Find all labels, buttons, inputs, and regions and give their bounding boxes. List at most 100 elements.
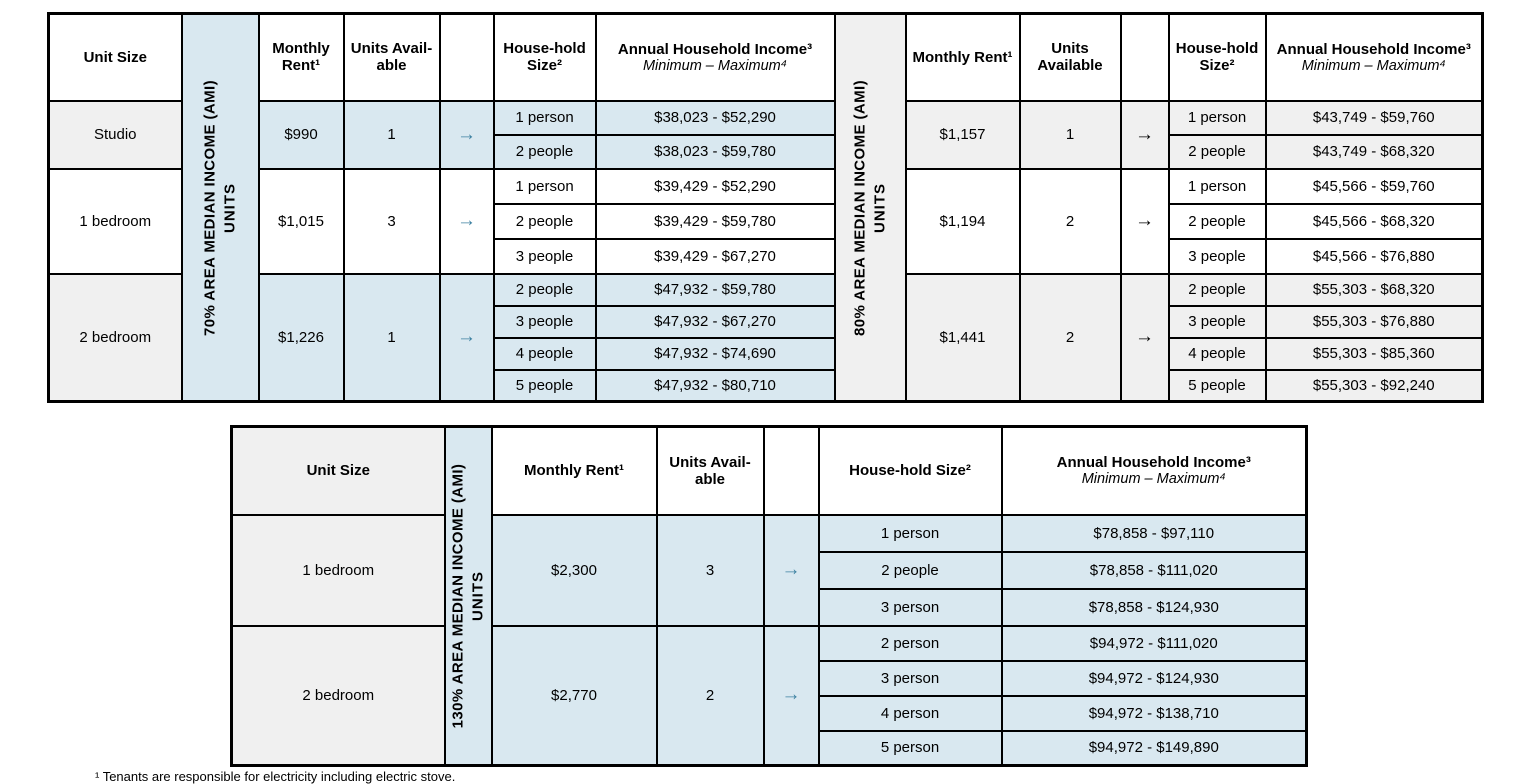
unit-size-header: Unit Size [230, 425, 446, 516]
income-cell: $55,303 - $68,320 [1264, 272, 1484, 307]
household-cell: 1 person [1167, 99, 1267, 136]
rent-cell: $990 [257, 99, 345, 170]
income-header: Annual Household Income³ Minimum – Maxim… [1000, 425, 1308, 516]
income-cell: $78,858 - $97,110 [1000, 513, 1308, 553]
income-cell: $43,749 - $59,760 [1264, 99, 1484, 136]
income-cell: $55,303 - $76,880 [1264, 304, 1484, 339]
income-cell: $45,566 - $76,880 [1264, 237, 1484, 275]
monthly-rent-header-right: Monthly Rent¹ [904, 12, 1021, 102]
income-cell: $38,023 - $52,290 [594, 99, 836, 136]
household-cell: 4 person [817, 694, 1003, 732]
household-cell: 5 people [1167, 368, 1267, 403]
household-size-header: House-hold Size² [817, 425, 1003, 516]
income-cell: $45,566 - $59,760 [1264, 167, 1484, 205]
units-cell: 2 [1018, 167, 1122, 275]
ami-70-label: 70% AREA MEDIAN INCOME (AMI) UNITS [201, 79, 239, 336]
arrow-icon: → [762, 513, 820, 627]
household-cell: 5 people [492, 368, 597, 403]
monthly-rent-header: Monthly Rent¹ [490, 425, 658, 516]
arrow-icon: → [1119, 272, 1170, 403]
ami-70-strip: 70% AREA MEDIAN INCOME (AMI) UNITS [180, 12, 260, 403]
income-cell: $38,023 - $59,780 [594, 133, 836, 170]
income-cell: $94,972 - $149,890 [1000, 729, 1308, 767]
units-cell: 3 [342, 167, 441, 275]
household-cell: 2 person [817, 624, 1003, 662]
household-cell: 4 people [492, 336, 597, 371]
income-header-right: Annual Household Income³ Minimum – Maxim… [1264, 12, 1484, 102]
footnote-text: ¹ Tenants are responsible for electricit… [95, 769, 456, 784]
unit-size-cell: 1 bedroom [47, 167, 183, 275]
household-cell: 1 person [817, 513, 1003, 553]
income-cell: $78,858 - $111,020 [1000, 550, 1308, 590]
units-cell: 1 [1018, 99, 1122, 170]
unit-size-cell: 2 bedroom [47, 272, 183, 403]
household-cell: 3 people [1167, 304, 1267, 339]
unit-size-cell: 1 bedroom [230, 513, 446, 627]
income-cell: $47,932 - $67,270 [594, 304, 836, 339]
units-available-header-left: Units Avail-able [342, 12, 441, 102]
units-cell: 1 [342, 99, 441, 170]
income-header-left: Annual Household Income³ Minimum – Maxim… [594, 12, 836, 102]
arrow-icon: → [1119, 167, 1170, 275]
income-cell: $39,429 - $52,290 [594, 167, 836, 205]
rent-cell: $1,226 [257, 272, 345, 403]
income-cell: $94,972 - $138,710 [1000, 694, 1308, 732]
arrow-column-header [762, 425, 820, 516]
ami-130-strip: 130% AREA MEDIAN INCOME (AMI) UNITS [443, 425, 493, 767]
income-cell: $78,858 - $124,930 [1000, 587, 1308, 627]
ami-80-strip: 80% AREA MEDIAN INCOME (AMI) UNITS [833, 12, 907, 403]
income-cell: $47,932 - $80,710 [594, 368, 836, 403]
unit-size-cell: 2 bedroom [230, 624, 446, 767]
rent-cell: $1,441 [904, 272, 1021, 403]
household-cell: 2 people [817, 550, 1003, 590]
units-cell: 1 [342, 272, 441, 403]
household-cell: 2 people [492, 202, 597, 240]
income-cell: $55,303 - $92,240 [1264, 368, 1484, 403]
rent-cell: $2,770 [490, 624, 658, 767]
unit-size-header: Unit Size [47, 12, 183, 102]
income-cell: $47,932 - $59,780 [594, 272, 836, 307]
units-cell: 3 [655, 513, 765, 627]
income-cell: $39,429 - $59,780 [594, 202, 836, 240]
units-available-header-right: Units Available [1018, 12, 1122, 102]
household-cell: 1 person [1167, 167, 1267, 205]
household-size-header-left: House-hold Size² [492, 12, 597, 102]
rent-cell: $2,300 [490, 513, 658, 627]
arrow-icon: → [438, 272, 495, 403]
arrow-icon: → [438, 99, 495, 170]
arrow-column-header-right [1119, 12, 1170, 102]
household-cell: 1 person [492, 99, 597, 136]
units-cell: 2 [1018, 272, 1122, 403]
household-cell: 2 people [1167, 272, 1267, 307]
rent-cell: $1,015 [257, 167, 345, 275]
household-cell: 2 people [492, 133, 597, 170]
ami-table-70-80: Unit Size 70% AREA MEDIAN INCOME (AMI) U… [47, 12, 1484, 403]
household-cell: 5 person [817, 729, 1003, 767]
household-size-header-right: House-hold Size² [1167, 12, 1267, 102]
income-cell: $94,972 - $111,020 [1000, 624, 1308, 662]
household-cell: 3 person [817, 587, 1003, 627]
household-cell: 1 person [492, 167, 597, 205]
household-cell: 4 people [1167, 336, 1267, 371]
income-cell: $39,429 - $67,270 [594, 237, 836, 275]
household-cell: 3 person [817, 659, 1003, 697]
income-cell: $94,972 - $124,930 [1000, 659, 1308, 697]
monthly-rent-header-left: Monthly Rent¹ [257, 12, 345, 102]
household-cell: 2 people [1167, 202, 1267, 240]
ami-80-label: 80% AREA MEDIAN INCOME (AMI) UNITS [851, 79, 889, 336]
income-cell: $43,749 - $68,320 [1264, 133, 1484, 170]
household-cell: 3 people [492, 237, 597, 275]
rent-cell: $1,194 [904, 167, 1021, 275]
household-cell: 2 people [1167, 133, 1267, 170]
arrow-icon: → [762, 624, 820, 767]
arrow-icon: → [1119, 99, 1170, 170]
household-cell: 3 people [1167, 237, 1267, 275]
units-cell: 2 [655, 624, 765, 767]
household-cell: 2 people [492, 272, 597, 307]
ami-130-label: 130% AREA MEDIAN INCOME (AMI) UNITS [449, 463, 487, 729]
arrow-column-header-left [438, 12, 495, 102]
income-cell: $47,932 - $74,690 [594, 336, 836, 371]
income-cell: $55,303 - $85,360 [1264, 336, 1484, 371]
income-cell: $45,566 - $68,320 [1264, 202, 1484, 240]
rent-cell: $1,157 [904, 99, 1021, 170]
